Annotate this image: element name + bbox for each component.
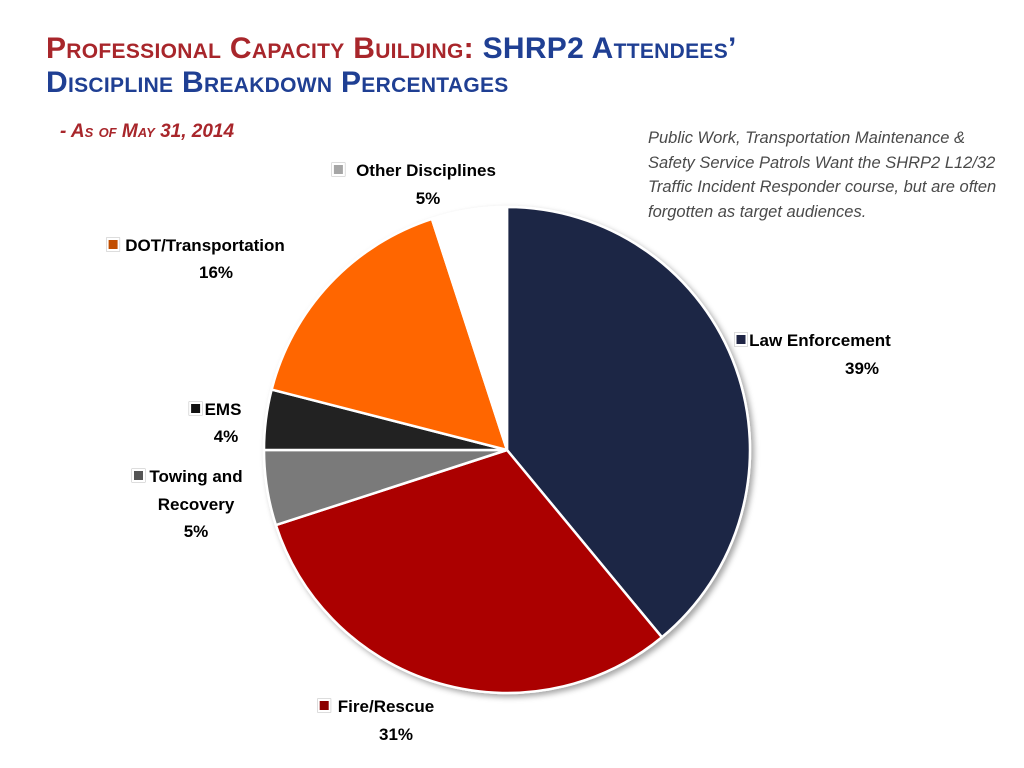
slice-percent-towing-and-recovery: 5%: [184, 522, 209, 541]
pie-slice-fire-rescue: [274, 448, 664, 695]
legend-marker-other-disciplines: [331, 163, 345, 176]
legend-marker-fire-rescue: [317, 699, 331, 712]
slide-title: Professional Capacity Building: SHRP2 At…: [46, 32, 1006, 100]
slice-label-other-disciplines: Other Disciplines: [356, 161, 496, 180]
title-part-2: SHRP2 Attendees’: [482, 32, 737, 65]
pie-slice-law-enforcement: [505, 205, 752, 639]
slice-percent-fire-rescue: 31%: [379, 725, 413, 744]
pie-slice-dot-transportation: [270, 217, 509, 452]
slice-label-towing-and-recovery-line-1: Towing and: [149, 467, 242, 486]
legend-marker-dot-transportation: [106, 238, 120, 251]
pie-slices: [262, 205, 752, 695]
slice-percent-ems: 4%: [214, 427, 239, 446]
slice-percent-other-disciplines: 5%: [416, 189, 441, 208]
legend-marker-towing-and-recovery: [132, 469, 145, 482]
side-note: Public Work, Transportation Maintenance …: [648, 129, 997, 221]
legend-marker-ems: [189, 402, 203, 415]
slice-label-fire-rescue: Fire/Rescue: [338, 697, 434, 716]
legend-marker-law-enforcement: [734, 333, 748, 346]
slice-label-ems: EMS: [205, 400, 242, 419]
title-part-3: Discipline: [46, 66, 174, 99]
pie-slice-other-disciplines: [430, 205, 509, 452]
title-part-1: Professional Capacity Building:: [46, 32, 474, 65]
slice-label-law-enforcement: Law Enforcement: [749, 331, 891, 350]
title-part-4: Breakdown Percentages: [182, 66, 509, 99]
slice-percent-law-enforcement: 39%: [845, 359, 879, 378]
slice-label-towing-and-recovery-line-2: Recovery: [158, 495, 235, 514]
slice-label-dot-transportation: DOT/Transportation: [125, 236, 285, 255]
pie-labels: Law Enforcement 39% Fire/Rescue 31% Towing a…: [106, 161, 891, 744]
slice-percent-dot-transportation: 16%: [199, 263, 233, 282]
slide-subtitle: - As of May 31, 2014: [60, 121, 235, 142]
